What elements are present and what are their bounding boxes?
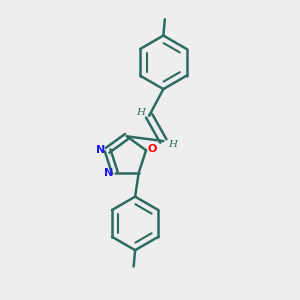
Text: H: H <box>168 140 177 149</box>
Text: N: N <box>96 145 106 155</box>
Text: H: H <box>136 108 145 117</box>
Text: O: O <box>148 144 157 154</box>
Text: N: N <box>104 168 113 178</box>
